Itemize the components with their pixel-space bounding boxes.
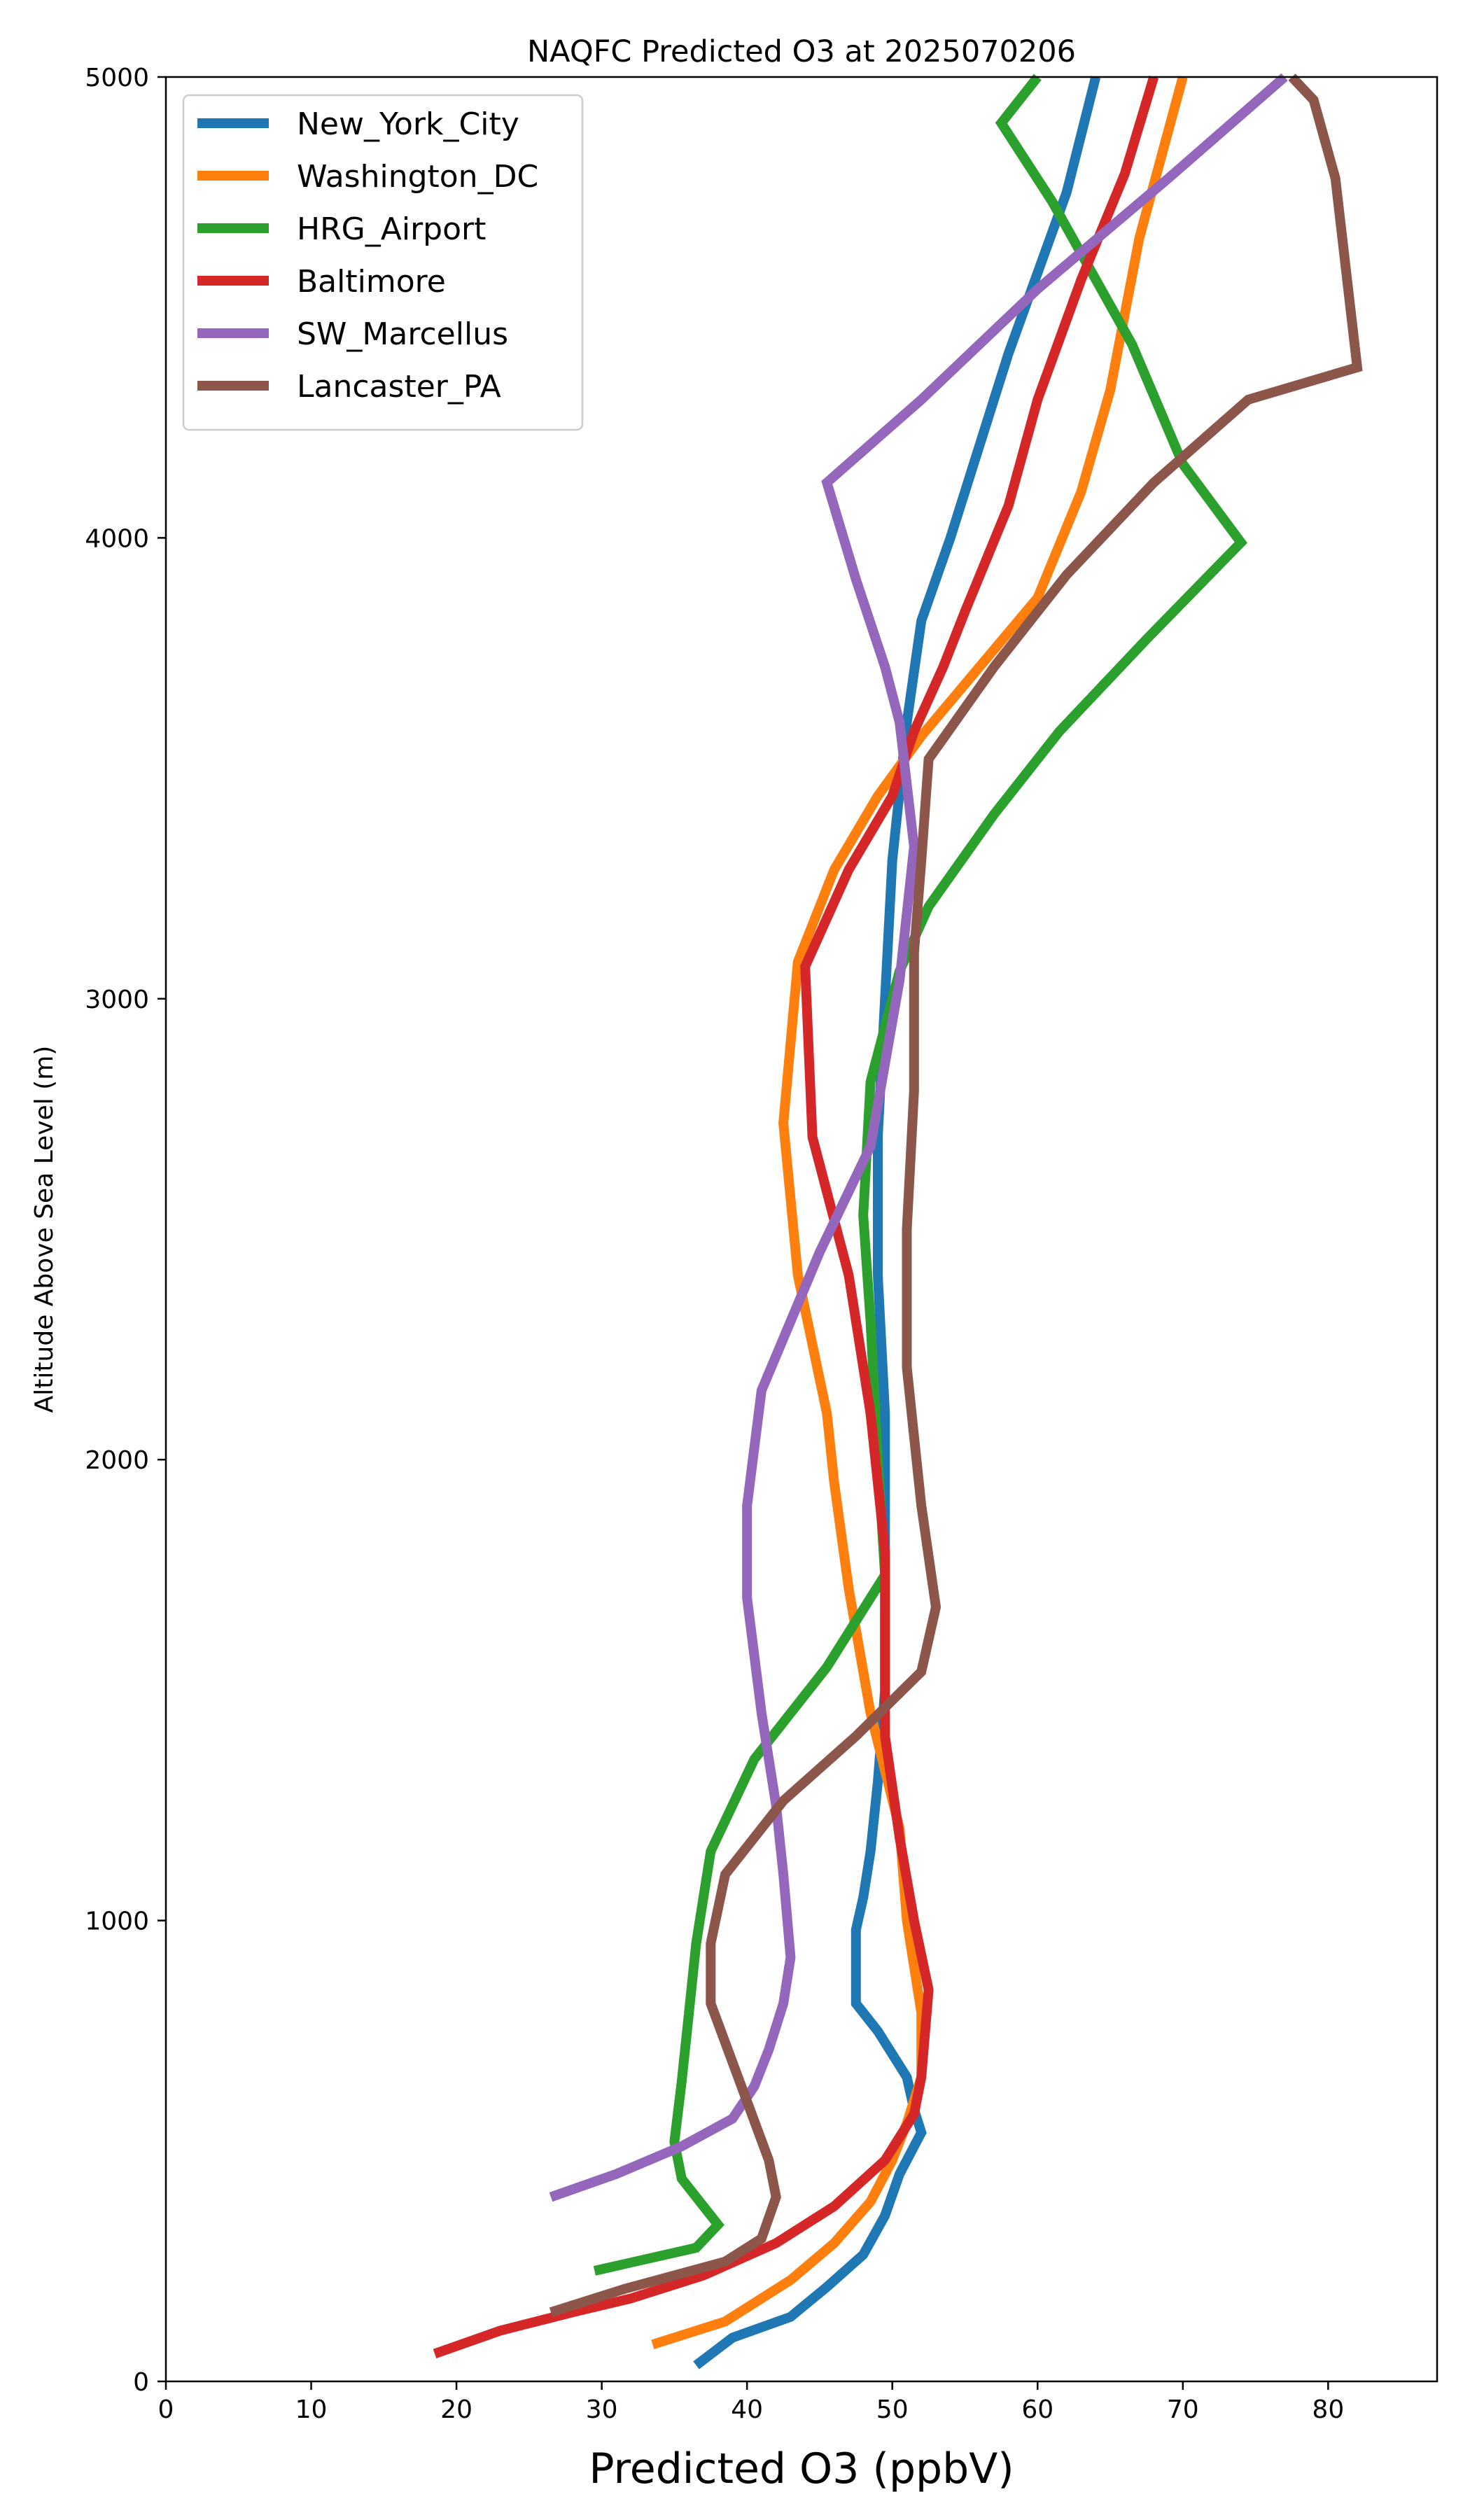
x-tick-label: 80	[1312, 2395, 1344, 2424]
x-tick-label: 10	[295, 2395, 328, 2424]
legend-label: Washington_DC	[297, 159, 538, 195]
x-tick-label: 20	[440, 2395, 472, 2424]
legend-label: HRG_Airport	[297, 211, 486, 247]
series-line-sw-marcellus	[549, 73, 1288, 2202]
legend-label: Baltimore	[297, 264, 446, 300]
x-tick-label: 60	[1021, 2395, 1054, 2424]
y-tick-label: 0	[133, 2368, 149, 2397]
y-tick-label: 5000	[85, 64, 149, 92]
series-line-lancaster-pa	[549, 74, 1363, 2317]
y-axis-title: Altitude Above Sea Level (m)	[30, 1046, 59, 1413]
legend-box	[182, 94, 584, 431]
legend: New_York_City Washington_DC HRG_Airport Bal…	[182, 94, 584, 431]
series-line-baltimore	[433, 75, 1159, 2359]
x-tick-label: 0	[158, 2395, 174, 2424]
plot-frame	[164, 76, 1438, 2383]
legend-label: SW_Marcellus	[297, 316, 508, 352]
y-tick-label: 2000	[85, 1446, 149, 1475]
series-line-hrg-airport	[593, 74, 1247, 2276]
x-axis: 0 10 20 30 40 50 60 70 80	[158, 2381, 1344, 2424]
series-layer	[433, 73, 1363, 2370]
legend-label: Lancaster_PA	[297, 369, 501, 405]
y-tick-label: 3000	[85, 986, 149, 1014]
x-tick-label: 50	[876, 2395, 909, 2424]
series-line-washington-dc	[651, 76, 1188, 2349]
y-tick-label: 4000	[85, 524, 149, 553]
x-tick-label: 40	[731, 2395, 763, 2424]
y-axis: 0 1000 2000 3000 4000 5000	[85, 64, 166, 2397]
x-tick-label: 30	[586, 2395, 618, 2424]
y-tick-label: 1000	[85, 1907, 149, 1936]
x-axis-title: Predicted O3 (ppbV)	[589, 2444, 1014, 2493]
series-line-new-york-city	[693, 76, 1101, 2370]
legend-label: New_York_City	[297, 106, 519, 142]
chart-title: NAQFC Predicted O3 at 2025070206	[527, 34, 1076, 69]
x-tick-label: 70	[1167, 2395, 1199, 2424]
